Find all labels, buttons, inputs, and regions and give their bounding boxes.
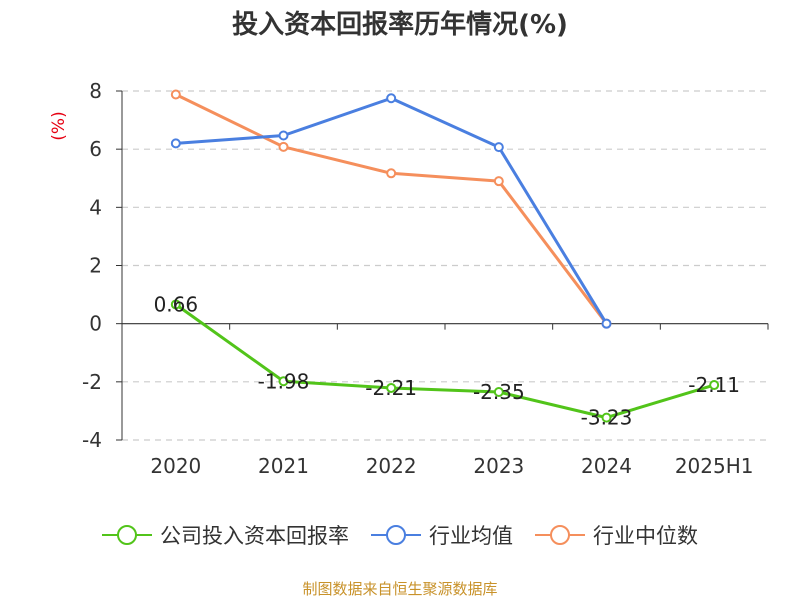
data-point[interactable] bbox=[386, 168, 397, 179]
chart-title: 投入资本回报率历年情况(%) bbox=[232, 10, 568, 40]
y-tick-label: 8 bbox=[89, 79, 102, 103]
x-tick-label: 2023 bbox=[473, 454, 524, 478]
data-point[interactable] bbox=[278, 130, 289, 141]
legend-marker-industry-mean-icon bbox=[371, 525, 421, 545]
data-label: -2.21 bbox=[365, 376, 417, 400]
y-tick-label: 0 bbox=[89, 312, 102, 336]
y-tick-label: 4 bbox=[89, 195, 102, 219]
data-label: -2.11 bbox=[688, 373, 740, 397]
data-point[interactable] bbox=[386, 93, 397, 104]
data-point[interactable] bbox=[278, 141, 289, 152]
series-line-2 bbox=[175, 93, 608, 325]
data-point[interactable] bbox=[601, 318, 612, 329]
legend-label-company: 公司投入资本回报率 bbox=[160, 524, 349, 548]
data-point[interactable] bbox=[278, 376, 289, 387]
legend: 公司投入资本回报率 行业均值 行业中位数 bbox=[0, 520, 800, 550]
axes: -4 -2 0 2 4 6 8 2020 2021 2022 2023 2024 2025H1 bbox=[82, 79, 769, 478]
y-tick-label: -4 bbox=[82, 428, 102, 452]
data-point[interactable] bbox=[493, 142, 504, 153]
series-line-1 bbox=[175, 96, 608, 325]
legend-label-industry-mean: 行业均值 bbox=[429, 524, 513, 548]
x-tick-label: 2021 bbox=[258, 454, 309, 478]
y-tick-label: 6 bbox=[89, 137, 102, 161]
data-point[interactable] bbox=[170, 89, 181, 100]
data-point[interactable] bbox=[601, 412, 612, 423]
legend-marker-company-icon bbox=[102, 525, 152, 545]
x-tick-label: 2025H1 bbox=[675, 454, 754, 478]
x-tick-label: 2020 bbox=[150, 454, 201, 478]
legend-item-industry-mean[interactable]: 行业均值 bbox=[371, 520, 513, 550]
series-line-0 bbox=[174, 303, 715, 420]
data-point[interactable] bbox=[709, 380, 720, 391]
y-tick-label: 2 bbox=[89, 254, 102, 278]
data-label: 0.66 bbox=[154, 292, 199, 316]
data-label: -2.35 bbox=[473, 380, 525, 404]
y-tick-label: -2 bbox=[82, 370, 102, 394]
legend-marker-industry-median-icon bbox=[535, 525, 585, 545]
data-point[interactable] bbox=[170, 138, 181, 149]
legend-item-industry-median[interactable]: 行业中位数 bbox=[535, 520, 698, 550]
data-label: -3.23 bbox=[581, 406, 633, 430]
source-footer: 制图数据来自恒生聚源数据库 bbox=[302, 580, 498, 598]
series-lines bbox=[170, 89, 720, 423]
x-tick-label: 2022 bbox=[366, 454, 417, 478]
data-point[interactable] bbox=[170, 299, 181, 310]
grid-lines bbox=[122, 90, 768, 441]
data-point[interactable] bbox=[493, 176, 504, 187]
x-tick-label: 2024 bbox=[581, 454, 632, 478]
legend-item-company[interactable]: 公司投入资本回报率 bbox=[102, 520, 349, 550]
y-axis-unit-label: (%) bbox=[49, 111, 69, 140]
data-label: -1.98 bbox=[258, 369, 310, 393]
legend-label-industry-median: 行业中位数 bbox=[593, 524, 698, 548]
data-point[interactable] bbox=[493, 387, 504, 398]
data-point[interactable] bbox=[386, 382, 397, 393]
data-labels: 0.66 -1.98 -2.21 -2.35 -3.23 -2.11 bbox=[154, 292, 740, 429]
